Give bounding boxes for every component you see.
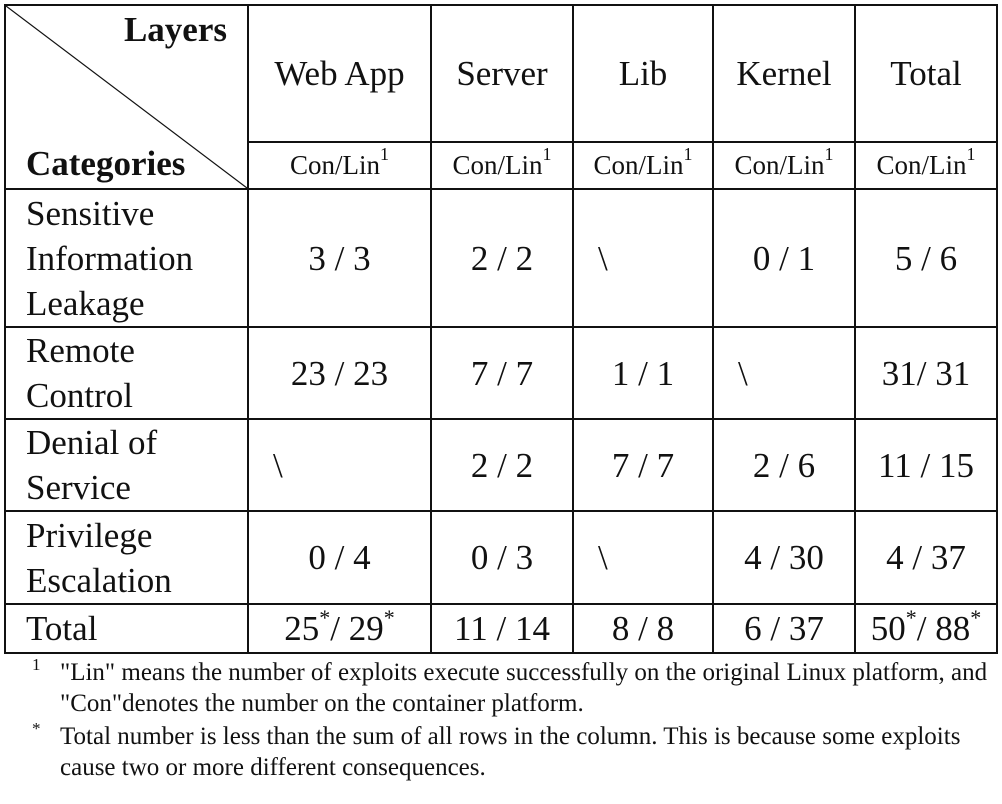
cell-kernel: 2 / 6 <box>712 418 856 512</box>
cell-kernel: \ <box>712 326 856 420</box>
subheader-lib: Con/Lin1 <box>572 141 714 190</box>
footnote-star: * Total number is less than the sum of a… <box>30 719 1000 783</box>
categories-label: Categories <box>26 144 186 183</box>
cell-web-app: 0 / 4 <box>247 510 432 605</box>
footnote-mark: 1 <box>32 655 41 674</box>
cell-server: 2 / 2 <box>430 418 574 512</box>
footnote-text: Total number is less than the sum of all… <box>60 723 961 781</box>
subheader-web-app: Con/Lin1 <box>247 141 432 190</box>
cell-lib: 1 / 1 <box>572 326 714 420</box>
cell-web-app: 23 / 23 <box>247 326 432 420</box>
column-header-server: Server <box>430 4 574 143</box>
footnotes: 1 "Lin" means the number of exploits exe… <box>30 655 1000 785</box>
table-row: Privilege Escalation 0 / 4 0 / 3 \ 4 / 3… <box>4 510 998 605</box>
cell-kernel: 4 / 30 <box>712 510 856 605</box>
total-row-label: Total <box>4 603 249 654</box>
column-header-kernel: Kernel <box>712 4 856 143</box>
cell-lib: \ <box>572 510 714 605</box>
layers-label: Layers <box>123 10 227 49</box>
total-cell-web-app: 25*/ 29* <box>247 603 432 654</box>
column-header-web-app: Web App <box>247 4 432 143</box>
footnote-1: 1 "Lin" means the number of exploits exe… <box>30 655 1000 719</box>
subheader-server: Con/Lin1 <box>430 141 574 190</box>
total-cell-server: 11 / 14 <box>430 603 574 654</box>
cell-lib: \ <box>572 188 714 328</box>
table-row: Remote Control 23 / 23 7 / 7 1 / 1 \ 31/… <box>4 326 998 420</box>
diagonal-divider <box>6 6 247 188</box>
row-category: Remote Control <box>4 326 249 420</box>
table-row: Denial of Service \ 2 / 2 7 / 7 2 / 6 11… <box>4 418 998 512</box>
cell-server: 0 / 3 <box>430 510 574 605</box>
results-table: Layers Categories Web App Server Lib Ker… <box>4 4 998 654</box>
footnote-mark: * <box>32 719 41 738</box>
cell-total: 4 / 37 <box>854 510 998 605</box>
corner-header-cell: Layers Categories <box>4 4 249 190</box>
total-cell-total: 50*/ 88* <box>854 603 998 654</box>
cell-total: 5 / 6 <box>854 188 998 328</box>
column-header-lib: Lib <box>572 4 714 143</box>
footnote-text: "Lin" means the number of exploits execu… <box>60 659 988 717</box>
table-row: Sensitive Information Leakage 3 / 3 2 / … <box>4 188 998 328</box>
cell-web-app: 3 / 3 <box>247 188 432 328</box>
total-cell-lib: 8 / 8 <box>572 603 714 654</box>
total-row: Total 25*/ 29* 11 / 14 8 / 8 6 / 37 50*/… <box>4 603 998 654</box>
row-category: Privilege Escalation <box>4 510 249 605</box>
subheader-kernel: Con/Lin1 <box>712 141 856 190</box>
cell-server: 7 / 7 <box>430 326 574 420</box>
cell-kernel: 0 / 1 <box>712 188 856 328</box>
cell-total: 31/ 31 <box>854 326 998 420</box>
subheader-total: Con/Lin1 <box>854 141 998 190</box>
cell-web-app: \ <box>247 418 432 512</box>
total-cell-kernel: 6 / 37 <box>712 603 856 654</box>
row-category: Sensitive Information Leakage <box>4 188 249 328</box>
cell-server: 2 / 2 <box>430 188 574 328</box>
cell-lib: 7 / 7 <box>572 418 714 512</box>
row-category: Denial of Service <box>4 418 249 512</box>
cell-total: 11 / 15 <box>854 418 998 512</box>
column-header-total: Total <box>854 4 998 143</box>
